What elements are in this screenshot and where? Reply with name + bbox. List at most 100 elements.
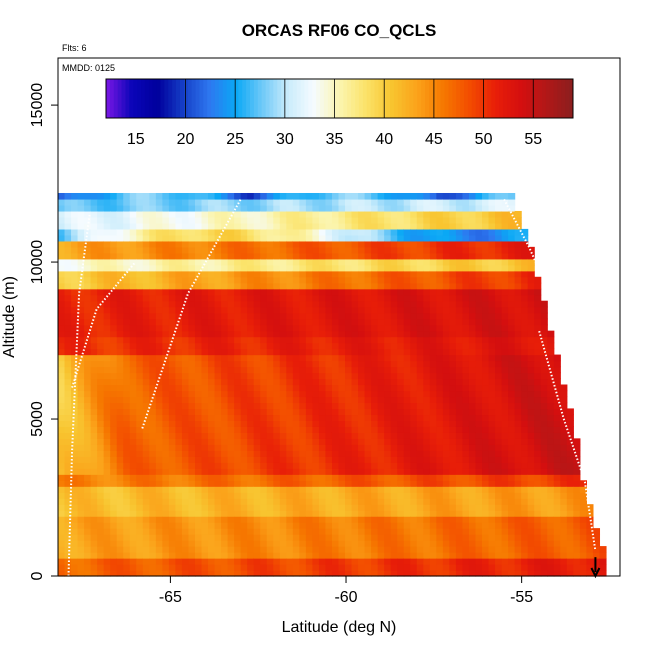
heatmap-cell: [116, 504, 124, 511]
heatmap-cell: [286, 252, 294, 260]
heatmap-cell: [312, 246, 320, 254]
heatmap-cell: [482, 282, 490, 290]
heatmap-cell: [97, 258, 105, 266]
heatmap-cell: [318, 216, 327, 224]
heatmap-cell: [423, 330, 431, 338]
heatmap-cell: [495, 450, 503, 457]
heatmap-cell: [377, 198, 385, 206]
heatmap-cell: [227, 198, 235, 206]
heatmap-cell: [416, 234, 424, 242]
heatmap-cell: [103, 216, 111, 224]
heatmap-cell: [475, 306, 483, 314]
heatmap-cell: [579, 492, 587, 499]
heatmap-cell: [103, 462, 111, 469]
heatmap-cell: [208, 558, 216, 565]
heatmap-cell: [475, 210, 483, 218]
heatmap-cell: [142, 348, 150, 356]
heatmap-cell: [142, 480, 150, 487]
heatmap-cell: [540, 324, 548, 332]
heatmap-cell: [110, 390, 118, 398]
heatmap-cell: [97, 210, 105, 218]
heatmap-cell: [345, 564, 353, 571]
heatmap-cell: [97, 222, 105, 230]
heatmap-cell: [227, 456, 235, 463]
heatmap-cell: [305, 486, 313, 493]
heatmap-cell: [201, 570, 209, 577]
heatmap-cell: [181, 342, 190, 350]
heatmap-cell: [468, 468, 477, 475]
heatmap-cell: [331, 552, 340, 559]
heatmap-cell: [129, 390, 137, 398]
heatmap-cell: [397, 486, 405, 493]
heatmap-cell: [64, 480, 72, 487]
heatmap-cell: [482, 270, 490, 278]
heatmap-cell: [482, 210, 490, 218]
heatmap-cell: [312, 450, 320, 457]
heatmap-cell: [240, 510, 248, 517]
heatmap-cell: [442, 564, 450, 571]
heatmap-cell: [423, 534, 431, 541]
heatmap-cell: [579, 486, 587, 493]
heatmap-cell: [449, 564, 457, 571]
heatmap-cell: [188, 354, 196, 362]
heatmap-cell: [488, 528, 496, 535]
heatmap-cell: [77, 528, 85, 535]
heatmap-cell: [331, 432, 340, 439]
heatmap-cell: [240, 252, 248, 260]
heatmap-cell: [103, 426, 111, 433]
heatmap-cell: [495, 336, 503, 344]
heatmap-cell: [488, 246, 496, 254]
heatmap-cell: [103, 348, 111, 356]
heatmap-cell: [423, 462, 431, 469]
heatmap-cell: [527, 372, 535, 380]
heatmap-cell: [201, 324, 209, 332]
heatmap-cell: [77, 294, 85, 302]
heatmap-cell: [488, 270, 496, 278]
heatmap-cell: [77, 480, 85, 487]
heatmap-cell: [358, 540, 366, 547]
heatmap-cell: [527, 564, 535, 571]
heatmap-cell: [527, 468, 535, 475]
heatmap-cell: [488, 516, 496, 523]
heatmap-cell: [123, 204, 131, 212]
heatmap-cell: [501, 342, 509, 350]
heatmap-cell: [90, 414, 98, 421]
heatmap-cell: [566, 420, 574, 427]
heatmap-cell: [142, 378, 150, 386]
heatmap-cell: [397, 414, 405, 421]
heatmap-cell: [292, 534, 300, 541]
heatmap-cell: [397, 204, 405, 212]
heatmap-cell: [260, 480, 268, 487]
heatmap-cell: [325, 444, 333, 451]
heatmap-cell: [58, 390, 66, 398]
heatmap-cell: [129, 228, 137, 236]
heatmap-cell: [77, 318, 85, 326]
heatmap-cell: [305, 306, 313, 314]
heatmap-cell: [240, 210, 248, 218]
heatmap-cell: [260, 294, 268, 302]
heatmap-cell: [129, 540, 137, 547]
heatmap-cell: [123, 234, 131, 242]
heatmap-cell: [71, 408, 79, 416]
heatmap-cell: [208, 324, 216, 332]
heatmap-cell: [345, 414, 353, 421]
heatmap-cell: [566, 486, 574, 493]
heatmap-cell: [240, 570, 248, 577]
heatmap-cell: [77, 252, 85, 260]
heatmap-cell: [331, 474, 340, 481]
heatmap-cell: [527, 444, 535, 451]
heatmap-cell: [71, 414, 79, 421]
heatmap-cell: [325, 300, 333, 308]
heatmap-cell: [71, 252, 79, 260]
heatmap-cell: [482, 396, 490, 404]
heatmap-cell: [442, 222, 450, 230]
heatmap-cell: [77, 258, 85, 266]
heatmap-cell: [390, 216, 398, 224]
heatmap-cell: [416, 516, 424, 523]
heatmap-cell: [194, 276, 203, 284]
heatmap-cell: [129, 516, 137, 523]
heatmap-cell: [77, 510, 85, 517]
heatmap-cell: [234, 564, 242, 571]
heatmap-cell: [116, 336, 124, 344]
heatmap-cell: [508, 276, 516, 284]
